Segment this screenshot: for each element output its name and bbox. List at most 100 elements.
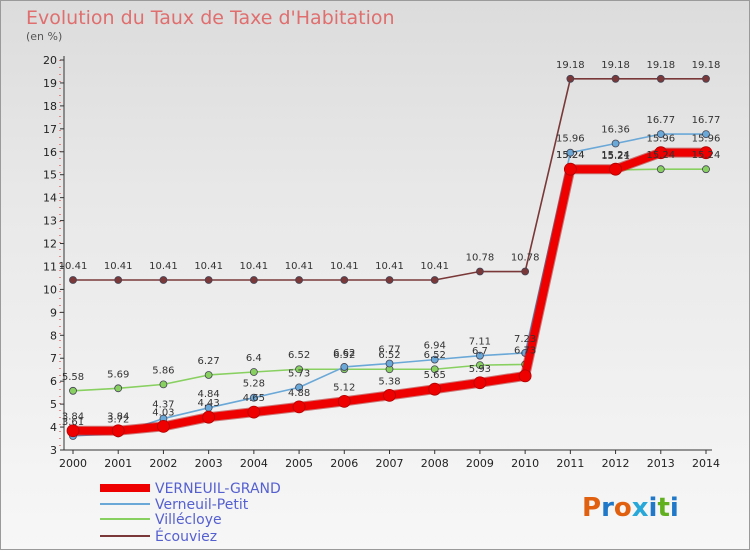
- point-verneuil-petit: [476, 351, 484, 360]
- y-tick-label: 10: [43, 283, 57, 296]
- data-label-vill-cloye: 5.69: [107, 369, 129, 380]
- legend-label--couviez: Écouviez: [155, 528, 217, 545]
- data-label-vill-cloye: 5.86: [152, 365, 174, 376]
- point-verneuil-grand: [292, 400, 306, 414]
- point-verneuil-petit: [295, 383, 303, 392]
- data-label-verneuil-petit: 6.62: [333, 348, 355, 359]
- axes: 3 4 5 6 7 8 9 10 11 12 13 14 15 16 17 18 19 20 2000 2001 200…: [43, 54, 720, 470]
- x-tick-label: 2008: [421, 457, 449, 470]
- point-vill-cloye: [249, 368, 258, 376]
- data-label--couviez: 10.41: [285, 261, 314, 272]
- logo-letter: o: [614, 493, 632, 523]
- data-label-vill-cloye: 6.52: [378, 350, 400, 361]
- data-label--couviez: 10.41: [104, 261, 133, 272]
- y-tick-label: 5: [50, 398, 57, 411]
- logo-letter: x: [632, 493, 649, 523]
- point-vill-cloye: [114, 384, 123, 393]
- logo-letter: P: [582, 493, 601, 523]
- data-label--couviez: 19.18: [556, 60, 585, 71]
- point-verneuil-petit: [566, 148, 575, 157]
- data-label--couviez: 19.18: [692, 60, 721, 71]
- data-label-vill-cloye: 6.4: [246, 353, 262, 364]
- data-label-verneuil-grand: 5.93: [469, 364, 491, 375]
- data-label-vill-cloye: 5.58: [62, 372, 84, 383]
- data-label--couviez: 10.78: [466, 253, 495, 264]
- data-label-verneuil-grand: 5.65: [424, 370, 446, 381]
- point-verneuil-grand: [473, 376, 487, 390]
- y-tick-label: 18: [43, 100, 57, 113]
- point--couviez: [521, 267, 530, 276]
- y-tick-label: 14: [43, 192, 57, 205]
- logo-text: Proxiti: [582, 493, 679, 523]
- point--couviez: [611, 74, 620, 83]
- data-label--couviez: 10.41: [330, 261, 359, 272]
- data-label--couviez: 10.41: [149, 261, 178, 272]
- logo-letter: i: [649, 493, 658, 523]
- data-label-vill-cloye: 6.73: [514, 345, 536, 356]
- data-label-vill-cloye: 15.24: [646, 150, 675, 161]
- data-label-vill-cloye: 15.21: [601, 151, 630, 162]
- logo-letter: r: [601, 493, 614, 523]
- data-label-verneuil-petit: 16.77: [646, 115, 675, 126]
- point--couviez: [159, 276, 168, 284]
- point-verneuil-grand: [383, 388, 396, 402]
- y-tick-label: 11: [43, 260, 57, 273]
- point-verneuil-grand: [654, 146, 668, 160]
- x-tick-label: 2012: [602, 457, 630, 470]
- data-label-verneuil-petit: 7.11: [469, 337, 491, 348]
- logo-letter: i: [670, 493, 679, 523]
- point-vill-cloye: [69, 386, 77, 395]
- chart-title: Evolution du Taux de Taxe d'Habitation: [26, 7, 395, 29]
- data-label--couviez: 10.78: [511, 253, 540, 264]
- point--couviez: [656, 74, 665, 83]
- data-label-verneuil-grand: 4.03: [152, 407, 174, 418]
- x-tick-label: 2002: [149, 457, 177, 470]
- data-label-verneuil-grand: 3.84: [107, 412, 129, 423]
- y-tick-label: 20: [43, 54, 57, 67]
- y-tick-label: 8: [50, 329, 57, 342]
- point--couviez: [340, 276, 349, 284]
- y-tick-label: 6: [50, 375, 57, 388]
- point-verneuil-grand: [518, 369, 532, 383]
- point-verneuil-petit: [702, 130, 710, 139]
- point-verneuil-grand: [111, 424, 125, 438]
- data-label--couviez: 10.41: [375, 261, 404, 272]
- point--couviez: [476, 267, 484, 276]
- data-label-vill-cloye: 6.7: [472, 346, 488, 357]
- series-layer: [66, 74, 713, 440]
- x-tick-label: 2005: [285, 457, 313, 470]
- x-tick-label: 2009: [466, 457, 494, 470]
- data-label-verneuil-petit: 3.72: [107, 414, 129, 425]
- x-tick-label: 2010: [511, 457, 539, 470]
- point--couviez: [249, 276, 258, 284]
- logo-letter: t: [657, 493, 669, 523]
- data-label--couviez: 10.41: [59, 261, 88, 272]
- x-tick-label: 2014: [692, 457, 720, 470]
- data-label-verneuil-petit: 5.28: [243, 379, 265, 390]
- point--couviez: [702, 74, 710, 83]
- y-tick-label: 7: [50, 352, 57, 365]
- y-tick-label: 9: [50, 306, 57, 319]
- point-vill-cloye: [295, 365, 303, 374]
- point-vill-cloye: [159, 380, 168, 389]
- data-label-verneuil-petit: 4.84: [198, 389, 220, 400]
- point-verneuil-grand: [247, 405, 261, 419]
- data-label-verneuil-petit: 16.77: [692, 115, 721, 126]
- point-verneuil-petit: [340, 363, 349, 371]
- data-label-verneuil-petit: 4.37: [152, 400, 174, 411]
- point--couviez: [69, 276, 77, 284]
- point-verneuil-grand: [563, 162, 577, 176]
- x-tick-label: 2003: [195, 457, 223, 470]
- data-label-verneuil-petit: 6.94: [424, 341, 446, 352]
- y-tick-label: 13: [43, 215, 57, 228]
- data-labels: 10.41 10.41 10.41 10.41 10.41 10.41 10.41 10.41…: [59, 60, 721, 428]
- point-verneuil-grand: [66, 424, 80, 438]
- x-tick-label: 2011: [556, 457, 584, 470]
- point--couviez: [430, 276, 439, 284]
- point--couviez: [114, 276, 123, 284]
- series-line--couviez: [73, 78, 706, 281]
- data-label-vill-cloye: 6.52: [424, 350, 446, 361]
- x-tick-label: 2007: [376, 457, 404, 470]
- point-verneuil-petit: [656, 130, 665, 139]
- point-verneuil-grand: [699, 146, 713, 160]
